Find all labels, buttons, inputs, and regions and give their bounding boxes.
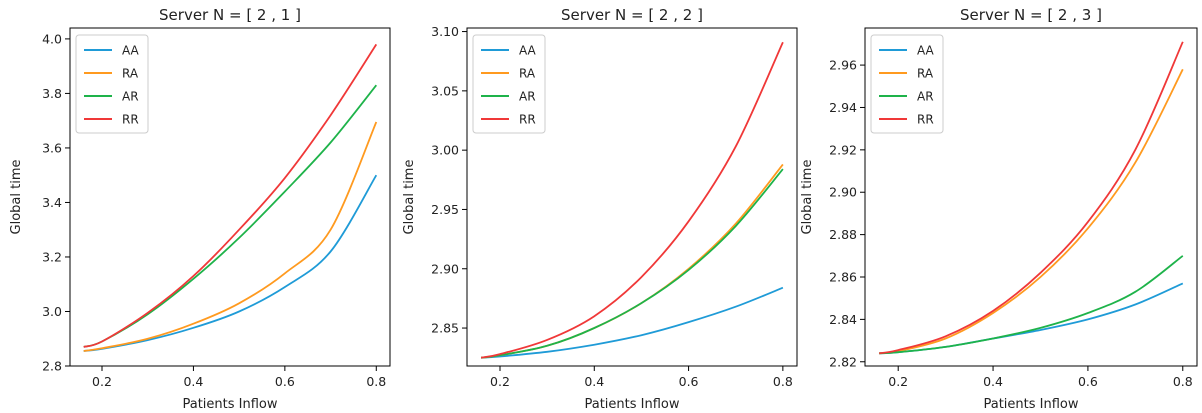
y-tick-label: 4.0 (42, 31, 62, 46)
chart-panel-3: 0.2 0.4 0.6 0.8 2.82 2.84 2.86 2.88 2.90 2.92 2.94… (800, 6, 1198, 412)
y-tick-label: 3.05 (431, 83, 459, 98)
y-tick-label: 2.85 (431, 321, 459, 336)
y-tick-label: 2.82 (829, 354, 857, 369)
y-tick-label: 3.10 (431, 24, 459, 39)
x-tick-label: 0.6 (679, 374, 699, 389)
legend-box (870, 34, 944, 134)
series-line-rr (879, 41, 1184, 355)
y-tick-label: 2.94 (829, 100, 857, 115)
y-tick-label: 3.8 (42, 86, 62, 101)
legend-label-ra: RA (519, 67, 536, 81)
x-tick-label: 0.6 (1078, 374, 1098, 389)
legend-label-ar: AR (917, 90, 934, 104)
y-axis-label: Global time (800, 160, 815, 235)
x-tick-label: 0.4 (584, 374, 604, 389)
legend-box (75, 34, 149, 134)
series-line-ar (480, 168, 784, 359)
chart-panel-2: 0.2 0.4 0.6 0.8 2.85 2.90 2.95 3.00 3.05 3.10 Serv… (402, 6, 798, 412)
plot-frame (69, 27, 391, 367)
series-line-ra (83, 121, 378, 352)
y-tick-label: 2.96 (829, 58, 857, 73)
legend-box (472, 34, 546, 134)
legend: AA RA AR RR (870, 34, 944, 134)
legend-label-aa: AA (917, 44, 935, 58)
y-tick-label: 2.84 (829, 312, 857, 327)
y-axis-label: Global time (402, 160, 417, 235)
x-tick-label: 0.8 (366, 374, 386, 389)
y-tick-label: 2.90 (431, 261, 459, 276)
legend-label-ra: RA (122, 67, 139, 81)
legend-label-aa: AA (122, 44, 140, 58)
legend: AA RA AR RR (75, 34, 149, 134)
plot-frame (864, 27, 1198, 367)
y-tick-label: 2.8 (42, 359, 62, 374)
series-line-ra (480, 163, 784, 359)
x-axis-label: Patients Inflow (182, 397, 277, 412)
legend-label-rr: RR (122, 113, 139, 127)
y-tick-label: 3.2 (42, 249, 62, 264)
legend-label-ra: RA (917, 67, 934, 81)
series-line-aa (481, 286, 784, 359)
chart-panel-1: 0.2 0.4 0.6 0.8 2.8 3.0 3.2 3.4 3.6 3.8 4.0 Server … (9, 6, 391, 412)
legend-label-rr: RR (917, 113, 934, 127)
chart-title: Server N = [ 2 , 1 ] (159, 6, 301, 24)
series-line-rr (480, 41, 784, 359)
chart-title: Server N = [ 2 , 2 ] (561, 6, 703, 24)
x-axis-label: Patients Inflow (983, 397, 1078, 412)
y-tick-label: 2.90 (829, 185, 857, 200)
y-tick-label: 2.92 (829, 142, 857, 157)
legend-label-rr: RR (519, 113, 536, 127)
x-tick-label: 0.6 (275, 374, 295, 389)
y-axis-label: Global time (9, 160, 24, 235)
plot-frame (466, 27, 798, 367)
x-tick-label: 0.2 (888, 374, 908, 389)
x-tick-label: 0.2 (92, 374, 112, 389)
series-line-aa (83, 174, 378, 352)
x-tick-label: 0.4 (983, 374, 1003, 389)
x-tick-label: 0.2 (490, 374, 510, 389)
x-tick-label: 0.8 (773, 374, 793, 389)
x-tick-label: 0.4 (183, 374, 203, 389)
legend-label-ar: AR (519, 90, 536, 104)
x-tick-label: 0.8 (1173, 374, 1193, 389)
series-line-ra (879, 68, 1184, 355)
legend: AA RA AR RR (472, 34, 546, 134)
y-tick-label: 3.6 (42, 140, 62, 155)
series-line-rr (83, 43, 378, 348)
legend-label-aa: AA (519, 44, 537, 58)
x-axis-label: Patients Inflow (584, 397, 679, 412)
y-tick-label: 2.95 (431, 202, 459, 217)
y-tick-label: 3.4 (42, 195, 62, 210)
chart-title: Server N = [ 2 , 3 ] (960, 6, 1102, 24)
y-tick-label: 2.86 (829, 269, 857, 284)
series-line-ar (879, 255, 1184, 355)
y-tick-label: 3.0 (42, 304, 62, 319)
y-tick-label: 2.88 (829, 227, 857, 242)
y-tick-label: 3.00 (431, 143, 459, 158)
legend-label-ar: AR (122, 90, 139, 104)
